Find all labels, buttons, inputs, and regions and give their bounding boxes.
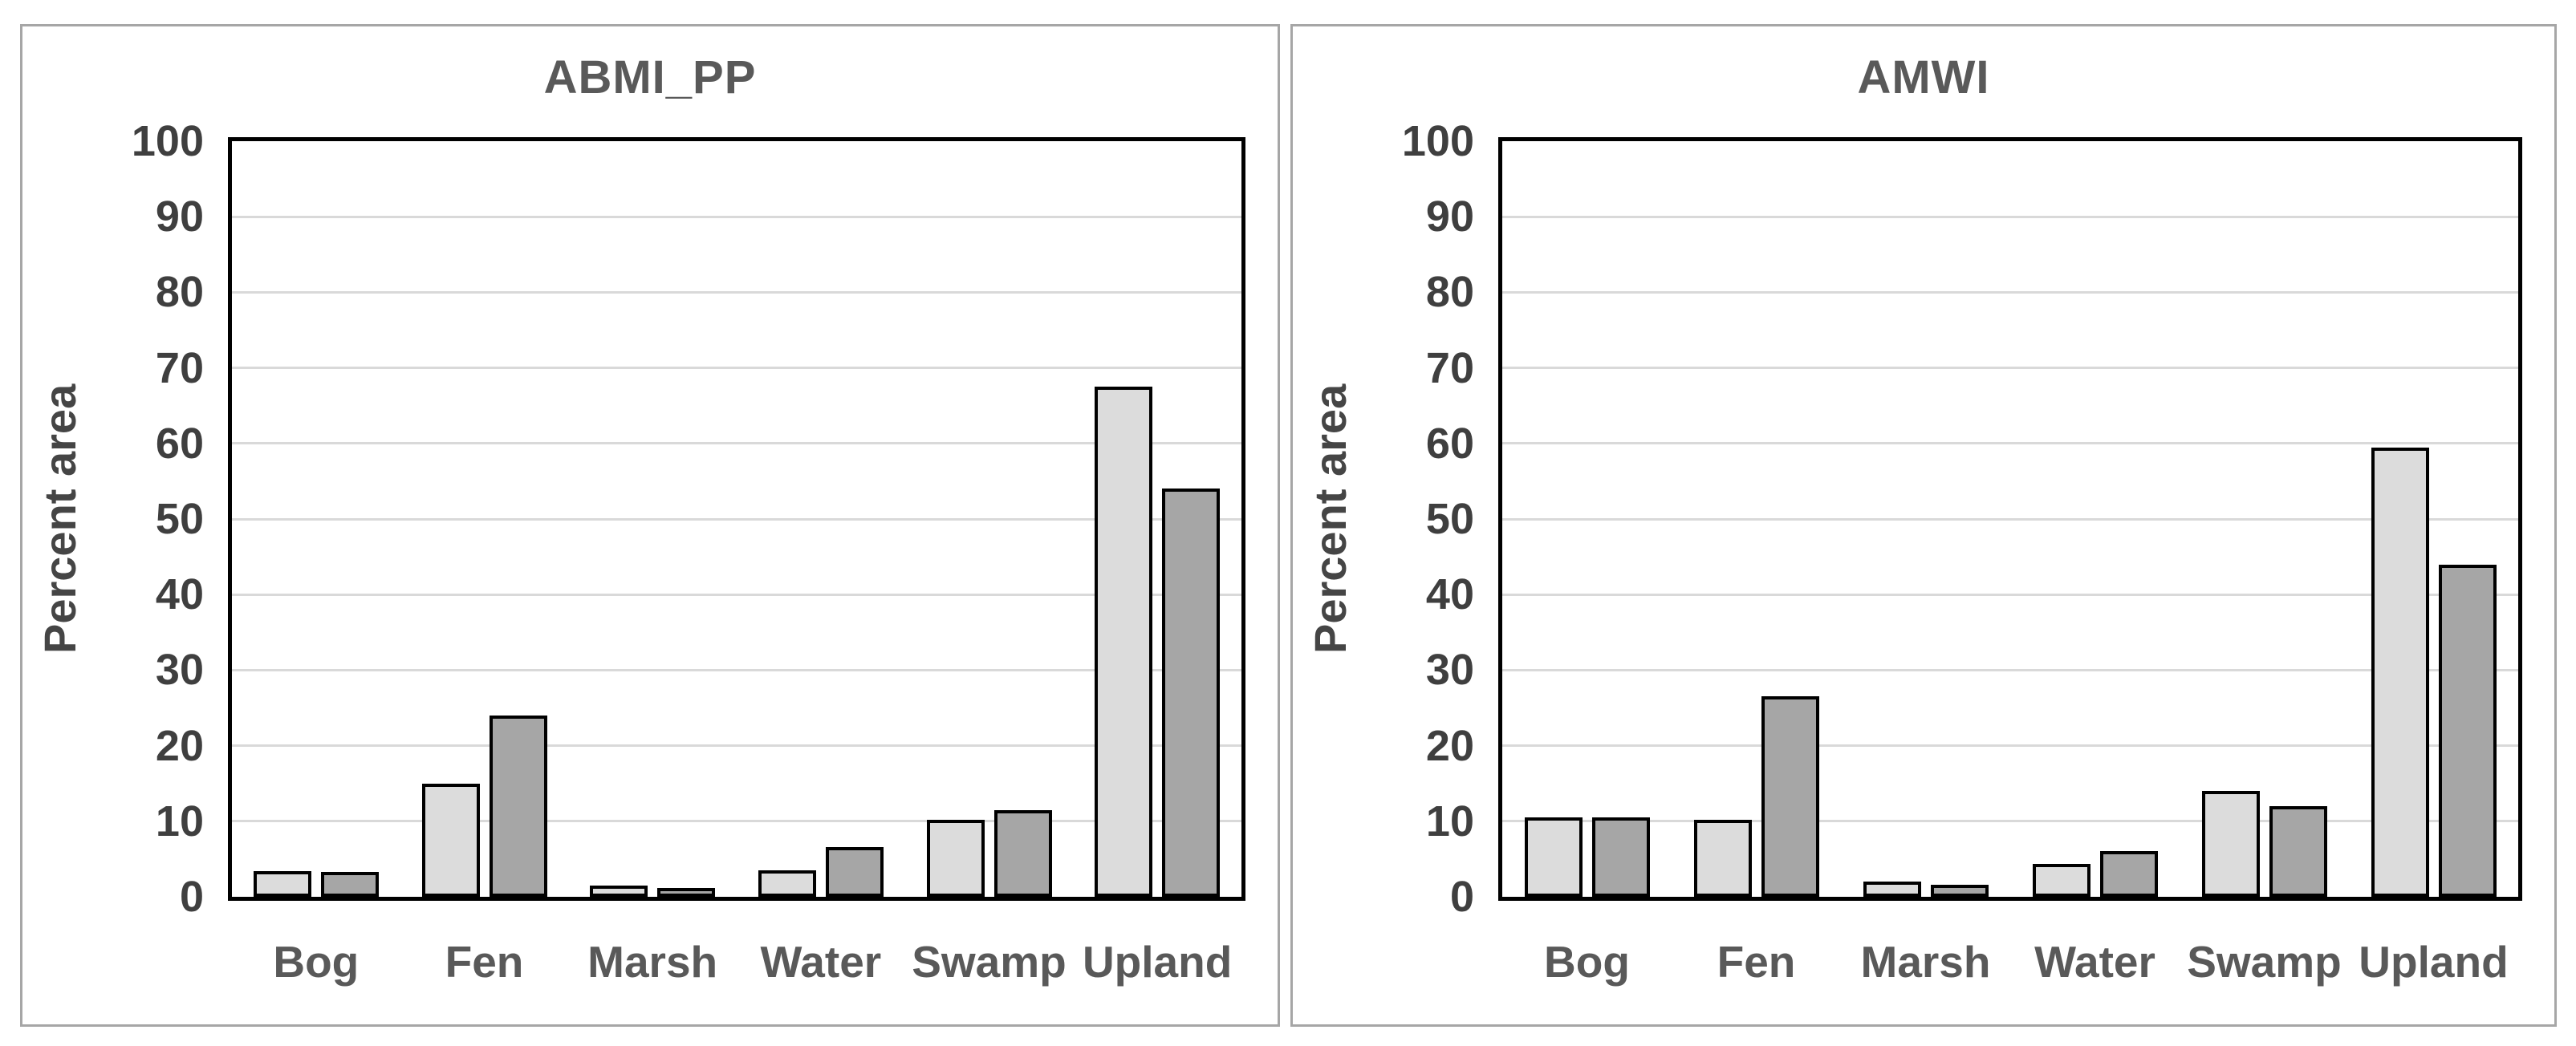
- bar-fen-light-gray: [421, 783, 480, 897]
- bar-marsh-light-gray: [1863, 882, 1921, 897]
- bar-upland-light-gray: [2371, 447, 2429, 897]
- y-tick-label: 40: [1425, 570, 1474, 619]
- y-tick-label: 70: [1425, 343, 1474, 392]
- bar-marsh-dark-gray: [1930, 884, 1989, 897]
- x-category-label-water: Water: [760, 937, 882, 987]
- bar-swamp-light-gray: [2201, 791, 2260, 897]
- bar-marsh-light-gray: [590, 885, 648, 897]
- bar-bog-dark-gray: [1591, 817, 1650, 897]
- bar-water-dark-gray: [825, 846, 884, 897]
- x-axis-labels: Bog Fen Marsh Water Swamp Upland: [228, 936, 1245, 994]
- gridline-50: [232, 517, 1241, 521]
- gridline-40: [232, 593, 1241, 596]
- chart-title: AMWI: [1857, 51, 1990, 103]
- y-tick-label: 50: [1425, 495, 1474, 543]
- plot-area: [1498, 137, 2522, 901]
- x-category-label-marsh: Marsh: [1860, 937, 1991, 987]
- x-category-label-upland: Upland: [1082, 937, 1233, 987]
- chart-title: ABMI_PP: [543, 51, 757, 103]
- gridline-80: [232, 290, 1241, 294]
- y-tick-label: 90: [155, 193, 204, 241]
- bar-fen-dark-gray: [1761, 696, 1819, 897]
- chart-panel-amwi: AMWI Percent area 0 10 20 30 40 50 60 70 80 90 100…: [1290, 24, 2557, 1027]
- gridline-30: [1502, 668, 2518, 671]
- y-axis-tick-labels: 0 10 20 30 40 50 60 70 80 90 100: [22, 117, 204, 921]
- bar-water-light-gray: [758, 870, 816, 897]
- x-category-label-bog: Bog: [273, 937, 360, 987]
- y-tick-label: 100: [1401, 117, 1474, 165]
- gridline-50: [1502, 517, 2518, 521]
- bar-marsh-dark-gray: [657, 887, 716, 897]
- gridline-90: [1502, 215, 2518, 218]
- x-category-label-fen: Fen: [1717, 937, 1796, 987]
- x-category-label-water: Water: [2034, 937, 2155, 987]
- bar-upland-light-gray: [1095, 387, 1153, 897]
- gridline-90: [232, 215, 1241, 218]
- y-tick-label: 20: [155, 721, 204, 770]
- bar-fen-light-gray: [1693, 819, 1752, 897]
- gridline-70: [232, 367, 1241, 370]
- gridline-40: [1502, 593, 2518, 596]
- x-category-label-swamp: Swamp: [912, 937, 1067, 987]
- x-axis-labels: Bog Fen Marsh Water Swamp Upland: [1498, 936, 2522, 994]
- bar-bog-light-gray: [1524, 817, 1583, 897]
- y-tick-label: 70: [155, 343, 204, 392]
- gridline-20: [232, 744, 1241, 748]
- x-category-label-bog: Bog: [1544, 937, 1630, 987]
- y-tick-label: 40: [155, 570, 204, 619]
- gridline-30: [232, 668, 1241, 671]
- gridline-20: [1502, 744, 2518, 748]
- y-tick-label: 60: [1425, 419, 1474, 468]
- gridline-10: [1502, 820, 2518, 823]
- gridline-60: [1502, 442, 2518, 445]
- y-tick-label: 10: [155, 797, 204, 845]
- y-tick-label: 100: [131, 117, 204, 165]
- bar-swamp-dark-gray: [2269, 805, 2327, 897]
- gridline-80: [1502, 290, 2518, 294]
- y-tick-label: 50: [155, 495, 204, 543]
- x-category-label-upland: Upland: [2359, 937, 2509, 987]
- x-category-label-swamp: Swamp: [2187, 937, 2342, 987]
- bar-water-light-gray: [2032, 863, 2090, 897]
- y-tick-label: 10: [1425, 797, 1474, 845]
- bar-upland-dark-gray: [1162, 489, 1221, 897]
- bar-swamp-light-gray: [926, 819, 985, 897]
- y-tick-label: 30: [155, 646, 204, 695]
- x-category-label-fen: Fen: [445, 937, 524, 987]
- y-tick-label: 0: [1449, 873, 1474, 921]
- y-tick-label: 30: [1425, 646, 1474, 695]
- y-tick-label: 80: [155, 268, 204, 317]
- y-tick-label: 0: [179, 873, 204, 921]
- y-tick-label: 20: [1425, 721, 1474, 770]
- y-tick-label: 80: [1425, 268, 1474, 317]
- plot-area: [228, 137, 1245, 901]
- gridline-70: [1502, 367, 2518, 370]
- bar-upland-dark-gray: [2438, 564, 2497, 897]
- gridline-60: [232, 442, 1241, 445]
- chart-panel-abmi-pp: ABMI_PP Percent area 0 10 20 30 40 50 60 70 80 90…: [20, 24, 1280, 1027]
- y-axis-tick-labels: 0 10 20 30 40 50 60 70 80 90 100: [1293, 117, 1474, 921]
- x-category-label-marsh: Marsh: [587, 937, 718, 987]
- y-tick-label: 60: [155, 419, 204, 468]
- bar-bog-dark-gray: [320, 871, 379, 897]
- y-tick-label: 90: [1425, 193, 1474, 241]
- bar-bog-light-gray: [253, 870, 311, 897]
- bar-swamp-dark-gray: [993, 809, 1052, 897]
- bar-water-dark-gray: [2099, 850, 2158, 897]
- bar-fen-dark-gray: [489, 715, 547, 897]
- gridline-10: [232, 820, 1241, 823]
